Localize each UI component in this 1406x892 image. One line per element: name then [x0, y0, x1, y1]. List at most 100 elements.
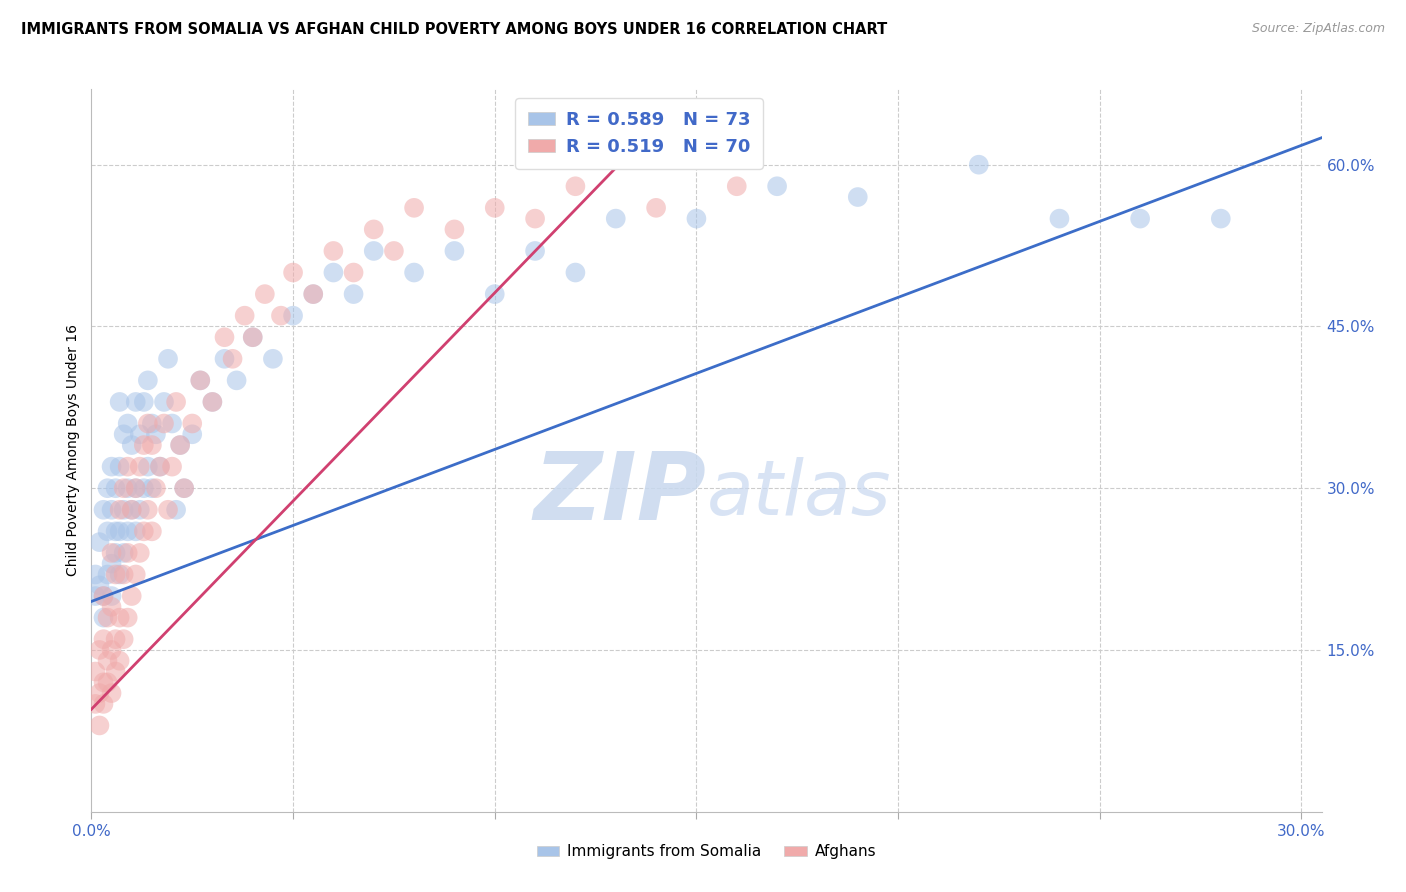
- Point: [524, 211, 547, 226]
- Point: [108, 459, 131, 474]
- Point: [108, 524, 131, 539]
- Text: Source: ZipAtlas.com: Source: ZipAtlas.com: [1251, 22, 1385, 36]
- Point: [564, 179, 586, 194]
- Point: [605, 211, 627, 226]
- Point: [214, 330, 236, 344]
- Point: [132, 524, 155, 539]
- Point: [302, 287, 325, 301]
- Point: [404, 201, 426, 215]
- Point: [160, 459, 183, 474]
- Point: [141, 438, 163, 452]
- Point: [93, 675, 115, 690]
- Point: [84, 567, 107, 582]
- Point: [685, 211, 707, 226]
- Point: [132, 395, 155, 409]
- Point: [214, 351, 236, 366]
- Point: [84, 697, 107, 711]
- Point: [173, 481, 195, 495]
- Point: [242, 330, 264, 344]
- Y-axis label: Child Poverty Among Boys Under 16: Child Poverty Among Boys Under 16: [66, 325, 80, 576]
- Point: [242, 330, 264, 344]
- Point: [89, 718, 111, 732]
- Point: [564, 266, 586, 280]
- Point: [141, 417, 163, 431]
- Point: [141, 524, 163, 539]
- Point: [125, 567, 148, 582]
- Point: [136, 417, 159, 431]
- Point: [153, 395, 176, 409]
- Point: [117, 459, 139, 474]
- Point: [132, 438, 155, 452]
- Point: [100, 459, 122, 474]
- Point: [112, 632, 135, 647]
- Point: [846, 190, 869, 204]
- Point: [100, 546, 122, 560]
- Point: [89, 643, 111, 657]
- Point: [93, 589, 115, 603]
- Point: [145, 427, 167, 442]
- Point: [128, 427, 150, 442]
- Point: [363, 244, 385, 258]
- Point: [104, 567, 127, 582]
- Point: [100, 557, 122, 571]
- Point: [100, 599, 122, 614]
- Text: ZIP: ZIP: [534, 448, 706, 540]
- Point: [136, 373, 159, 387]
- Point: [112, 427, 135, 442]
- Point: [169, 438, 191, 452]
- Point: [117, 417, 139, 431]
- Point: [725, 179, 748, 194]
- Point: [165, 395, 187, 409]
- Point: [363, 222, 385, 236]
- Point: [96, 481, 118, 495]
- Point: [112, 546, 135, 560]
- Point: [253, 287, 276, 301]
- Point: [89, 535, 111, 549]
- Point: [100, 643, 122, 657]
- Text: atlas: atlas: [706, 457, 891, 531]
- Point: [169, 438, 191, 452]
- Point: [93, 697, 115, 711]
- Point: [188, 373, 211, 387]
- Point: [96, 654, 118, 668]
- Point: [404, 266, 426, 280]
- Point: [157, 351, 180, 366]
- Point: [108, 502, 131, 516]
- Point: [125, 481, 148, 495]
- Point: [121, 502, 143, 516]
- Point: [165, 502, 187, 516]
- Point: [233, 309, 256, 323]
- Point: [443, 244, 465, 258]
- Point: [173, 481, 195, 495]
- Point: [108, 654, 131, 668]
- Point: [132, 481, 155, 495]
- Point: [1129, 211, 1152, 226]
- Point: [281, 309, 304, 323]
- Point: [270, 309, 292, 323]
- Point: [766, 179, 789, 194]
- Point: [100, 502, 122, 516]
- Point: [149, 459, 172, 474]
- Point: [181, 417, 204, 431]
- Point: [382, 244, 405, 258]
- Point: [108, 395, 131, 409]
- Point: [112, 481, 135, 495]
- Point: [443, 222, 465, 236]
- Point: [96, 567, 118, 582]
- Point: [104, 546, 127, 560]
- Point: [121, 438, 143, 452]
- Point: [322, 266, 344, 280]
- Point: [84, 665, 107, 679]
- Point: [121, 502, 143, 516]
- Point: [524, 244, 547, 258]
- Point: [117, 524, 139, 539]
- Point: [108, 567, 131, 582]
- Point: [117, 481, 139, 495]
- Point: [128, 546, 150, 560]
- Point: [281, 266, 304, 280]
- Point: [128, 502, 150, 516]
- Point: [225, 373, 247, 387]
- Point: [112, 502, 135, 516]
- Point: [157, 502, 180, 516]
- Point: [89, 686, 111, 700]
